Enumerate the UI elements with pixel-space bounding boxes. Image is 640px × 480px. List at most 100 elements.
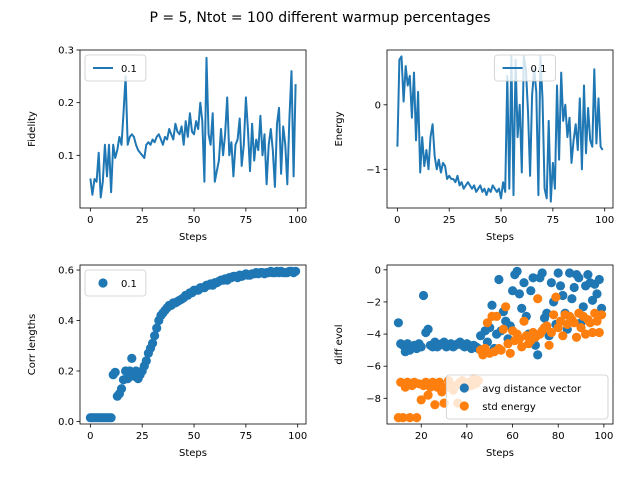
- x-tick-label: 100: [594, 431, 613, 442]
- legend-label: avg distance vector: [482, 384, 582, 395]
- data-point: [594, 274, 604, 285]
- x-tick-label: 40: [461, 431, 474, 442]
- data-point: [423, 390, 433, 400]
- data-point: [587, 295, 598, 305]
- y-tick-label: 0.0: [58, 417, 74, 428]
- data-point: [590, 308, 600, 318]
- x-tick-label: 75: [240, 215, 253, 226]
- data-point: [127, 353, 137, 363]
- data-point: [592, 316, 602, 326]
- data-point: [533, 294, 543, 304]
- series-line-1: [89, 56, 297, 199]
- data-point: [569, 282, 579, 293]
- y-tick-label: 0.1: [58, 151, 74, 162]
- x-tick-label: 25: [443, 215, 456, 226]
- y-tick-label: −8: [366, 394, 381, 405]
- x-tick-label: 60: [506, 431, 519, 442]
- data-point: [482, 318, 492, 328]
- data-point: [537, 268, 547, 278]
- x-axis-label: Steps: [486, 448, 514, 459]
- y-axis-label: Energy: [334, 111, 345, 146]
- data-point: [416, 342, 426, 352]
- data-point: [546, 327, 557, 338]
- data-point: [571, 332, 582, 342]
- x-tick-label: 75: [547, 215, 560, 226]
- data-point: [517, 303, 527, 313]
- axes-frame: [79, 264, 307, 425]
- x-tick-label: 50: [188, 431, 201, 442]
- subplot-3: 0 25 50 75 100 0.0 0.2 0.4 0.6 Steps Corr lengths 0…: [27, 264, 307, 459]
- data-point: [150, 331, 160, 341]
- x-tick-label: 20: [415, 431, 428, 442]
- data-point: [567, 294, 577, 304]
- data-point: [423, 324, 433, 334]
- data-point: [501, 302, 511, 312]
- data-point: [141, 356, 151, 366]
- data-point: [581, 329, 591, 339]
- subplot-2: 0 25 50 75 100 −1 0 Steps Energy 0.1: [334, 49, 614, 243]
- data-point: [544, 340, 554, 350]
- data-point: [418, 290, 429, 301]
- data-point: [528, 273, 538, 283]
- data-point: [398, 413, 408, 423]
- data-point: [594, 327, 604, 338]
- data-point: [494, 274, 504, 285]
- data-point: [576, 323, 586, 333]
- data-point: [512, 266, 522, 276]
- y-tick-label: 0.6: [58, 266, 74, 277]
- data-point: [430, 400, 440, 410]
- y-axis-label: Fidelity: [27, 111, 38, 147]
- axes-frame: [386, 49, 614, 209]
- legend: 0.1: [84, 269, 147, 297]
- data-point: [416, 395, 426, 405]
- legend-label: 0.1: [121, 64, 137, 75]
- data-point: [498, 324, 508, 334]
- data-point: [492, 311, 502, 321]
- y-tick-label: −6: [366, 362, 381, 373]
- x-axis-label: Steps: [179, 448, 207, 459]
- legend: avg distance vector std energy: [445, 374, 609, 420]
- subplot-4: 20 40 60 80 100 −8 −6 −4 −2 0 Steps diff evol avg di…: [334, 264, 613, 459]
- legend-label: 0.1: [121, 279, 137, 290]
- data-point: [574, 273, 584, 283]
- legend-marker-swatch: [98, 278, 108, 288]
- data-point: [578, 302, 588, 312]
- y-tick-label: 0.4: [58, 316, 74, 327]
- legend-marker-swatch: [459, 401, 469, 411]
- data-point: [393, 318, 403, 328]
- data-point: [106, 413, 116, 423]
- data-point: [519, 278, 529, 288]
- data-point: [569, 318, 579, 328]
- x-axis-label: Steps: [179, 232, 207, 243]
- x-tick-label: 0: [87, 431, 93, 442]
- subplots: 0 25 50 75 100 0.1 0.2 0.3 Steps Fidelity 0.1 0 25 50…: [27, 46, 614, 460]
- data-point: [405, 413, 415, 423]
- legend-frame: [494, 54, 556, 82]
- y-axis-label: Corr lengths: [27, 314, 38, 375]
- data-point: [551, 292, 561, 302]
- x-tick-label: 25: [136, 215, 149, 226]
- data-point: [555, 281, 566, 291]
- legend-frame: [445, 374, 609, 420]
- series-line-1: [396, 55, 604, 203]
- data-point: [549, 310, 559, 320]
- data-point: [597, 310, 607, 320]
- data-point: [592, 289, 602, 299]
- x-tick-label: 0: [394, 215, 400, 226]
- data-point: [291, 266, 301, 276]
- y-tick-label: 0.2: [58, 367, 74, 378]
- y-tick-label: 0: [375, 100, 381, 111]
- legend-marker-swatch: [459, 383, 469, 393]
- data-point: [487, 300, 497, 310]
- y-tick-label: −1: [366, 165, 381, 176]
- legend-label: std energy: [482, 402, 536, 413]
- y-tick-label: 0.2: [58, 98, 74, 109]
- data-point: [519, 316, 529, 326]
- legend-label: 0.1: [531, 64, 547, 75]
- data-point: [526, 286, 536, 296]
- axes-frame: [79, 49, 307, 209]
- data-point: [546, 278, 557, 288]
- y-tick-label: 0.3: [58, 46, 74, 57]
- legend: 0.1: [494, 54, 556, 82]
